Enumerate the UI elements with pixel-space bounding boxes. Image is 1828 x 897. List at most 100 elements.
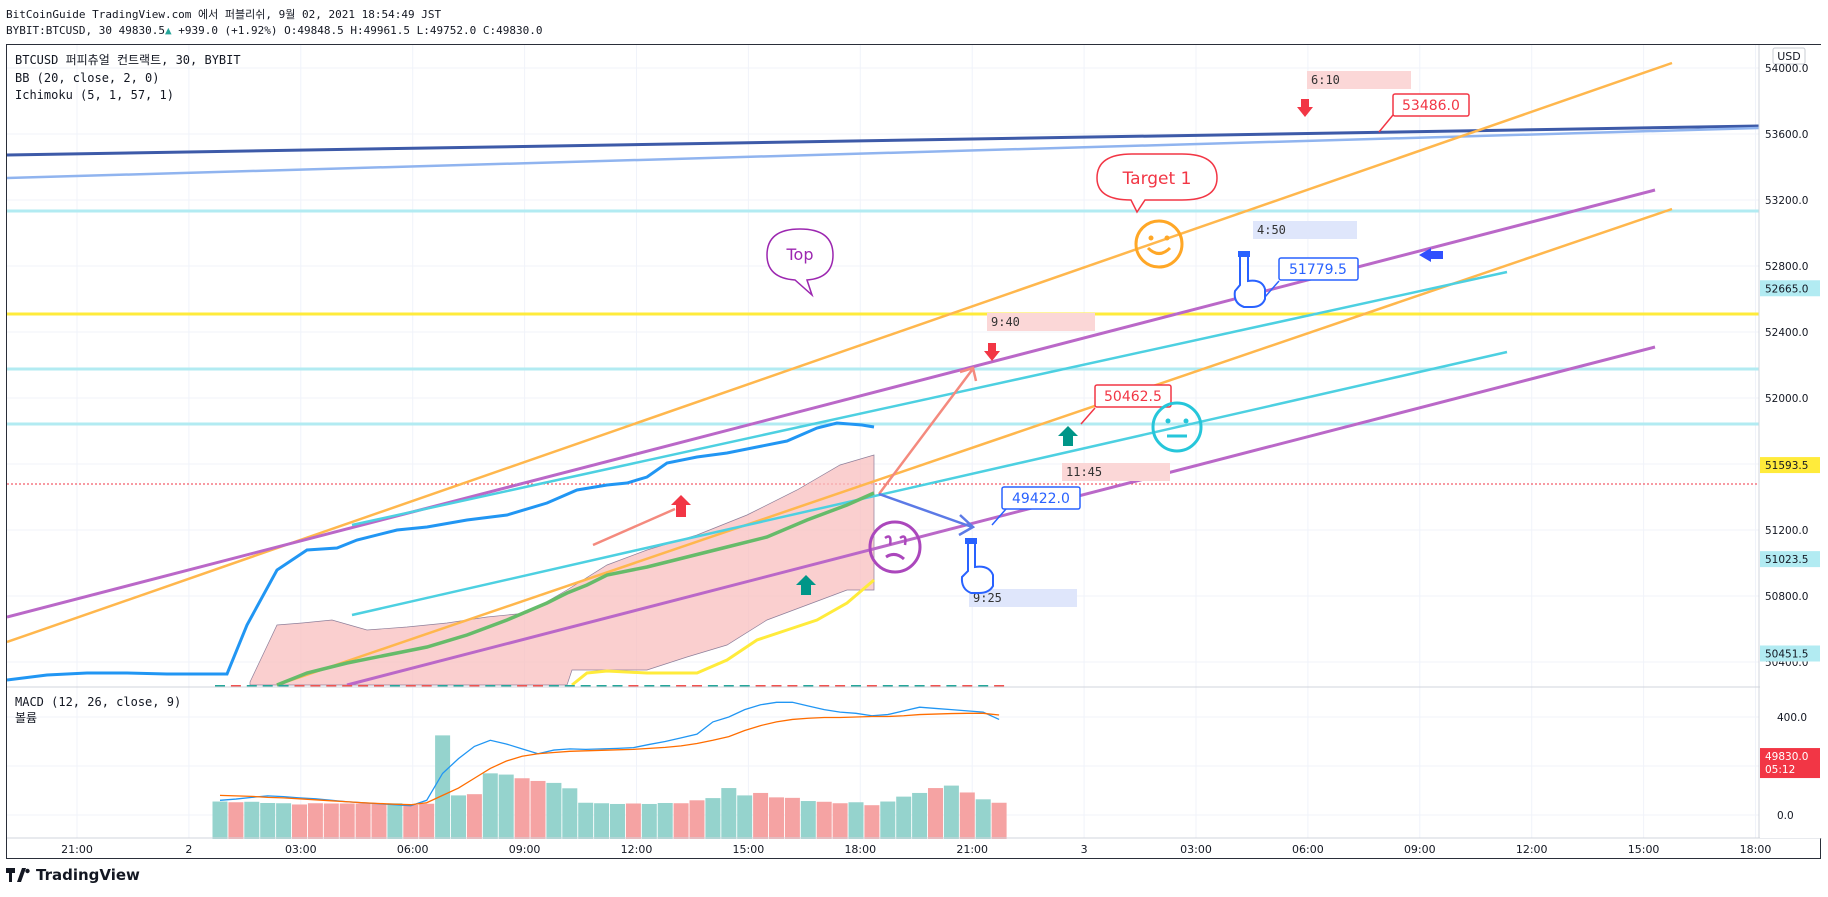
tradingview-logo-icon	[6, 868, 30, 882]
candle	[978, 685, 989, 687]
macd-bar	[276, 803, 292, 839]
candle	[898, 685, 909, 687]
macd-bar	[625, 803, 641, 839]
hand-pointer-icon	[1233, 251, 1266, 308]
price-label-49422: 49422.0	[1012, 491, 1070, 507]
macd-bar	[943, 785, 959, 839]
macd-histogram	[212, 735, 1007, 839]
price-badge	[1760, 551, 1820, 568]
candle	[246, 685, 257, 687]
candle	[230, 685, 241, 687]
projection-arrow-up	[878, 369, 973, 495]
grid	[7, 45, 1759, 838]
candle	[326, 685, 337, 687]
macd-bar	[419, 803, 435, 839]
macd-legend: MACD (12, 26, close, 9)	[15, 695, 181, 709]
countdown-label: 05:12	[1765, 764, 1795, 776]
time-tick-label: 06:00	[1292, 843, 1324, 856]
brand-name: TradingView	[36, 866, 140, 884]
macd-bar	[292, 804, 307, 839]
bb-upper-line	[6, 421, 875, 682]
price-axis[interactable]: USD 54000.053600.053200.052800.052400.05…	[1760, 45, 1822, 838]
change-value: +939.0 (+1.92%)	[178, 24, 278, 37]
macd-bar	[339, 803, 355, 839]
macd-bar	[371, 803, 387, 839]
low-value: L:49752.0	[416, 24, 477, 37]
red-down-arrow-icon	[1297, 99, 1313, 117]
trendline-orange-2	[276, 207, 1673, 687]
macd-bar	[530, 780, 546, 839]
macd-bar	[959, 792, 975, 839]
trendline-light-blue	[6, 126, 1760, 180]
chart-frame[interactable]: 6:10 4:50 9:40 11:45 9:25 53486.0 51779.…	[6, 44, 1822, 860]
projection-arrow-down	[878, 492, 973, 529]
time-label-925: 9:25	[973, 591, 1002, 605]
time-tick-label: 03:00	[285, 843, 317, 856]
candle	[914, 685, 925, 687]
chart-canvas[interactable]: 6:10 4:50 9:40 11:45 9:25 53486.0 51779.…	[6, 45, 1822, 860]
candle	[851, 685, 861, 687]
macd-bar	[864, 805, 880, 839]
tradingview-logo[interactable]: TradingView	[6, 866, 140, 884]
price-badge	[1760, 645, 1820, 662]
candle	[771, 685, 782, 687]
trendline-dark-blue	[6, 124, 1760, 157]
ichimoku-cloud	[249, 454, 875, 686]
macd-bar	[466, 794, 482, 839]
price-tick-label: 52400.0	[1765, 327, 1808, 339]
time-label-1145: 11:45	[1066, 465, 1102, 479]
time-tick-label: 12:00	[1516, 843, 1548, 856]
candle	[946, 685, 957, 687]
high-value: H:49961.5	[350, 24, 411, 37]
macd-bar	[482, 773, 498, 839]
candle	[405, 685, 416, 687]
candle	[692, 685, 702, 687]
price-label-50462: 50462.5	[1104, 389, 1162, 405]
macd-bar	[721, 788, 737, 839]
candle	[533, 685, 543, 687]
blue-left-arrow-icon	[1419, 248, 1443, 262]
ichimoku-legend: Ichimoku (5, 1, 57, 1)	[15, 88, 174, 102]
price-tick-label: 53200.0	[1765, 195, 1808, 207]
red-down-arrow-icon	[984, 343, 1000, 361]
price-tick-label: 51200.0	[1765, 525, 1808, 537]
candle	[564, 685, 575, 687]
trend-lines	[6, 61, 1760, 687]
macd-bar	[784, 797, 800, 839]
time-tick-label: 06:00	[397, 843, 429, 856]
candle	[262, 685, 273, 687]
macd-bar	[212, 801, 228, 839]
candle	[596, 685, 607, 687]
price-badge-label: 52665.0	[1765, 283, 1808, 295]
macd-bar	[657, 802, 673, 839]
macd-bar	[594, 803, 610, 839]
time-axis[interactable]: 21:00 2 03:00 06:00 09:00 12:00 15:00 18:00 21:0…	[61, 843, 1771, 856]
macd-bar	[387, 803, 403, 839]
candle	[453, 685, 464, 687]
time-tick-label: 12:00	[621, 843, 653, 856]
time-callouts: 6:10 4:50 9:40 11:45 9:25	[969, 71, 1411, 607]
macd-bar	[435, 735, 451, 839]
current-price-label: 49830.0	[1765, 751, 1808, 763]
candle	[882, 685, 893, 687]
candle	[358, 685, 369, 687]
time-label-450: 4:50	[1257, 223, 1286, 237]
arrow-markers	[592, 99, 1443, 595]
candle	[930, 685, 941, 687]
red-up-arrow-icon	[671, 495, 691, 517]
price-tick-label: 52000.0	[1765, 393, 1808, 405]
macd-bar	[975, 799, 991, 839]
macd-bar	[546, 782, 562, 839]
price-tick-label: 54000.0	[1765, 63, 1808, 75]
time-tick-label: 2	[185, 843, 192, 856]
price-tick-label: 53600.0	[1765, 129, 1808, 141]
macd-bar	[896, 796, 912, 839]
svg-text:Target 1: Target 1	[1122, 169, 1192, 189]
macd-bar	[912, 792, 928, 839]
symbol-label: BYBIT:BTCUSD, 30	[6, 24, 112, 37]
bubble-target: Target 1	[1096, 153, 1218, 214]
macd-bar	[578, 802, 594, 839]
candle	[676, 685, 687, 687]
horizontal-levels	[7, 209, 1759, 485]
svg-text:Top: Top	[786, 245, 814, 264]
